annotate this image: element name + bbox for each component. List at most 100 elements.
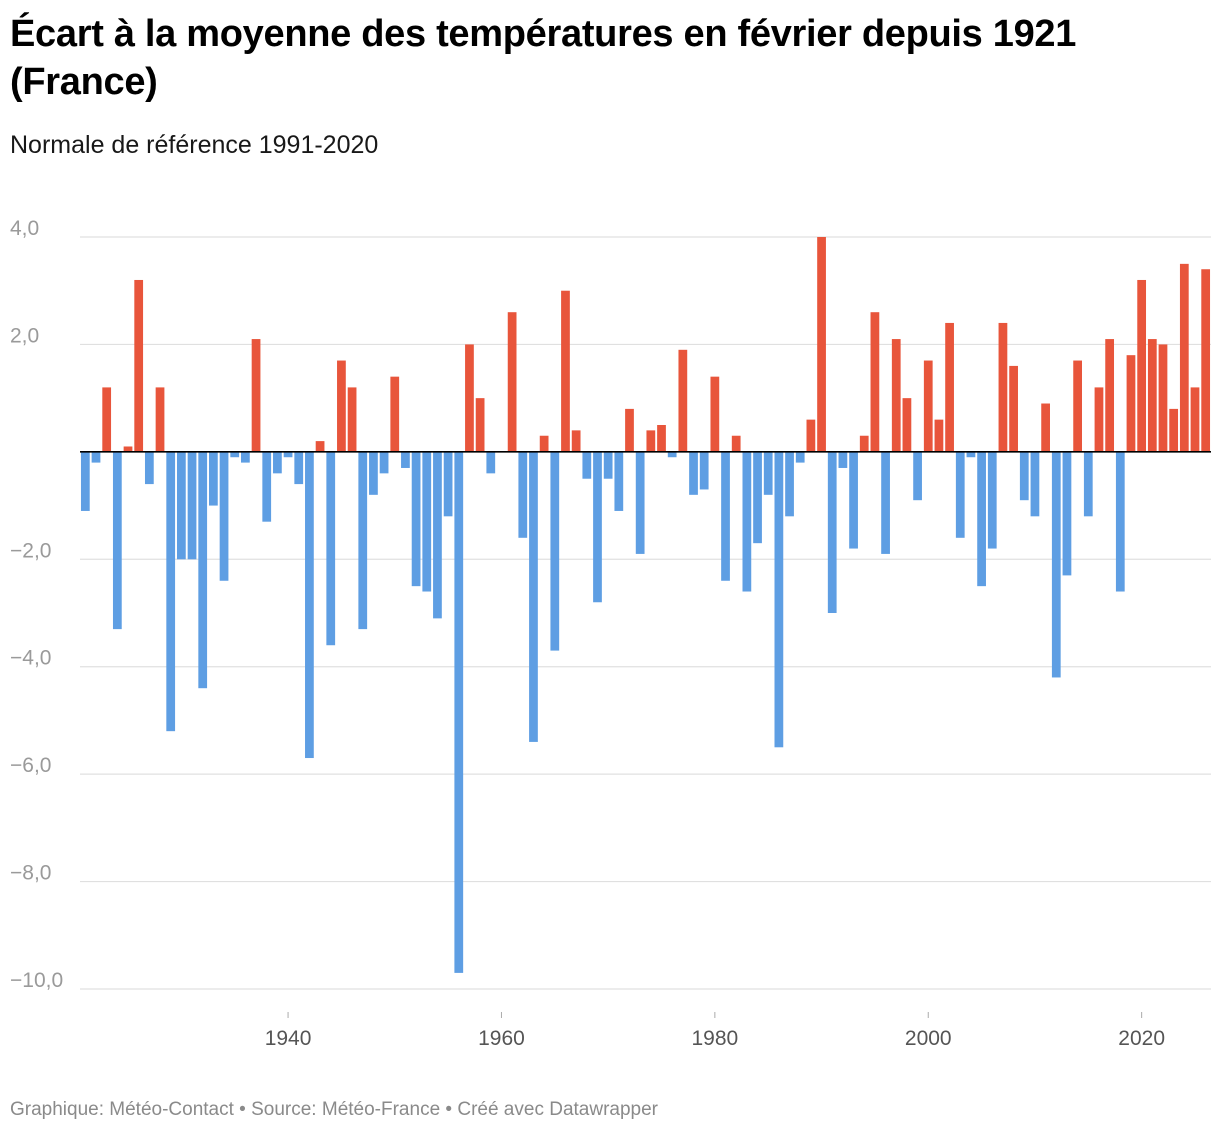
bar-1992 (838, 451, 848, 468)
bar-1966 (561, 290, 570, 452)
bar-2020 (1137, 279, 1147, 452)
bar-1954 (433, 451, 442, 619)
bar-1946 (347, 387, 357, 452)
bar-2006 (987, 451, 997, 549)
bar-1973 (635, 451, 645, 554)
y-tick-label: 4,0 (10, 217, 39, 240)
bar-1929 (166, 451, 176, 732)
bar-1996 (881, 451, 890, 554)
bar-1999 (913, 451, 922, 501)
x-tick-label: 2020 (1118, 1027, 1165, 1050)
bars (80, 237, 1211, 973)
bar-2013 (1062, 451, 1072, 576)
bar-2015 (1083, 451, 1093, 517)
bar-2022 (1158, 344, 1168, 452)
bar-1963 (529, 451, 538, 742)
bar-1958 (475, 398, 485, 452)
bar-1942 (305, 451, 314, 759)
bar-1921 (80, 451, 90, 511)
x-tick-label: 1940 (265, 1027, 312, 1050)
bar-2023 (1169, 408, 1179, 452)
y-tick-label: 2,0 (10, 324, 39, 347)
bar-1948 (369, 451, 378, 495)
bar-1998 (902, 398, 912, 452)
bar-1937 (251, 339, 261, 452)
bar-1977 (678, 349, 688, 452)
bar-1970 (603, 451, 613, 479)
bar-1952 (411, 451, 421, 587)
bar-1974 (646, 430, 656, 452)
bar-1989 (806, 419, 816, 452)
bar-1994 (859, 435, 869, 452)
bar-2016 (1094, 387, 1104, 452)
bar-2010 (1030, 451, 1040, 517)
bar-1971 (614, 451, 624, 511)
bar-1931 (187, 451, 197, 560)
bar-2004 (966, 451, 976, 458)
bar-2008 (1009, 365, 1018, 452)
bar-1990 (817, 237, 826, 452)
bar-1995 (870, 312, 880, 452)
bar-1975 (657, 425, 666, 452)
bar-1949 (379, 451, 389, 474)
bar-1979 (699, 451, 709, 490)
bar-1981 (721, 451, 730, 581)
grid-lines: 4,0 2,0 −2,0 −4,0 −6,0 −8,0 −10,0 (10, 217, 1211, 992)
bar-1988 (795, 451, 805, 463)
bar-1933 (209, 451, 218, 506)
bar-2018 (1115, 451, 1125, 592)
bar-1968 (582, 451, 592, 479)
bar-1939 (273, 451, 282, 474)
bar-1978 (689, 451, 698, 495)
bar-1959 (486, 451, 496, 474)
bar-1927 (144, 451, 154, 485)
bar-1935 (230, 451, 240, 458)
bar-2007 (998, 322, 1008, 452)
bar-2003 (955, 451, 965, 538)
bar-2014 (1073, 360, 1082, 452)
bar-2025 (1190, 387, 1200, 452)
bar-1987 (785, 451, 794, 517)
bar-1983 (742, 451, 752, 592)
bar-1957 (465, 344, 474, 452)
chart-subtitle: Normale de référence 1991-2020 (10, 131, 379, 159)
bar-1943 (315, 441, 325, 452)
bar-2000 (923, 360, 933, 452)
x-tick-label: 1960 (478, 1027, 525, 1050)
bar-1932 (198, 451, 208, 689)
x-tick-label: 1980 (691, 1027, 738, 1050)
bar-1926 (134, 279, 144, 452)
bar-2026 (1201, 269, 1211, 452)
bar-2011 (1041, 403, 1050, 452)
bar-1938 (262, 451, 272, 522)
bar-1980 (710, 376, 720, 452)
bar-1965 (550, 451, 560, 651)
bar-1997 (891, 339, 901, 452)
bar-2017 (1105, 339, 1115, 452)
chart-area: 4,0 2,0 −2,0 −4,0 −6,0 −8,0 −10,0 1940 1960 1980… (0, 190, 1220, 1070)
bar-1985 (763, 451, 773, 495)
bar-1925 (123, 446, 133, 452)
chart-footer: Graphique: Météo-Contact • Source: Météo… (10, 1099, 658, 1120)
bar-1953 (422, 451, 432, 592)
bar-1956 (454, 451, 464, 973)
bar-2009 (1019, 451, 1029, 501)
bar-1962 (518, 451, 528, 538)
bar-2001 (934, 419, 944, 452)
y-tick-label: −6,0 (10, 754, 51, 777)
bar-2024 (1179, 263, 1189, 452)
bar-1934 (219, 451, 229, 581)
x-tick-label: 2000 (905, 1027, 952, 1050)
bar-1986 (774, 451, 784, 748)
axes: 1940 1960 1980 2000 2020 (80, 451, 1211, 1050)
bar-1945 (337, 360, 346, 452)
bar-chart: 4,0 2,0 −2,0 −4,0 −6,0 −8,0 −10,0 1940 1960 1980… (10, 217, 1211, 1050)
bar-1967 (571, 430, 581, 452)
bar-1972 (625, 408, 634, 452)
y-tick-label: −10,0 (10, 969, 63, 992)
y-tick-label: −4,0 (10, 647, 51, 670)
bar-1940 (283, 451, 293, 458)
bar-1936 (241, 451, 250, 463)
bar-1961 (507, 312, 517, 452)
bar-1922 (91, 451, 101, 463)
